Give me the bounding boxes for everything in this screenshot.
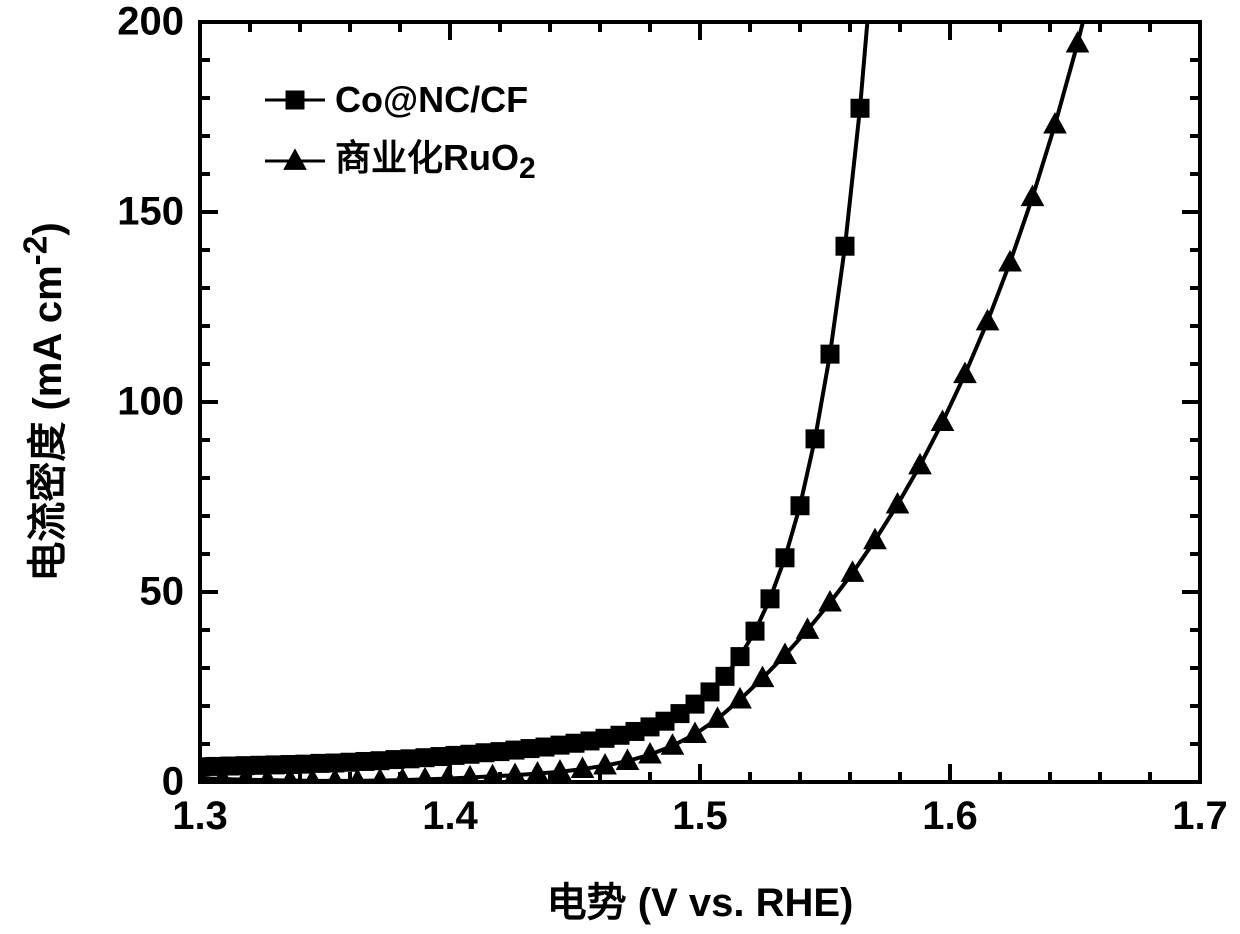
legend-item: Co@NC/CF — [265, 71, 536, 129]
legend-item: 商业化RuO2 — [265, 129, 536, 193]
y-tick-label: 200 — [100, 0, 184, 45]
y-tick-label: 0 — [100, 760, 184, 805]
legend-label: 商业化RuO2 — [335, 129, 536, 193]
triangle-icon — [281, 147, 309, 175]
legend-swatch — [265, 89, 325, 111]
figure: 电流密度 (mA cm-2) 电势 (V vs. RHE) 1.31.41.51… — [0, 0, 1240, 934]
x-tick-label: 1.7 — [1172, 794, 1228, 839]
square-icon — [281, 86, 309, 114]
x-tick-label: 1.6 — [922, 794, 978, 839]
y-tick-label: 150 — [100, 190, 184, 235]
x-tick-label: 1.5 — [672, 794, 728, 839]
y-tick-label: 100 — [100, 380, 184, 425]
legend-swatch — [265, 150, 325, 172]
legend: Co@NC/CF商业化RuO2 — [255, 65, 546, 199]
x-tick-label: 1.4 — [422, 794, 478, 839]
legend-label: Co@NC/CF — [335, 71, 528, 129]
y-tick-label: 50 — [100, 570, 184, 615]
